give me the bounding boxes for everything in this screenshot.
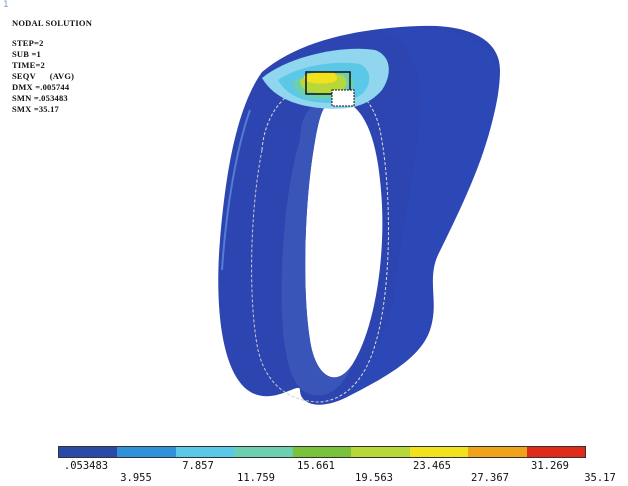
contour-legend-bar xyxy=(58,446,586,458)
corner-marker: 1 xyxy=(3,0,9,10)
legend-label-upper-1: .053483 xyxy=(63,460,109,472)
model-inner-wall xyxy=(281,99,352,396)
legend-swatch-4 xyxy=(234,447,293,457)
model-inner-edge-left xyxy=(251,149,321,403)
stress-zone-peak xyxy=(304,72,337,84)
legend-label-upper-2: 7.857 xyxy=(182,460,214,472)
stress-zone-cutout xyxy=(305,71,351,95)
info-step: STEP=2 xyxy=(12,38,44,48)
legend-label-upper-5: 31.269 xyxy=(531,460,569,472)
model-left-highlight xyxy=(221,109,251,271)
legend-label-lower-2: 11.759 xyxy=(237,472,275,484)
legend-swatch-8 xyxy=(468,447,527,457)
info-dmx: DMX =.005744 xyxy=(12,82,70,92)
legend-label-lower-5: 35.17 xyxy=(584,472,616,484)
legend-swatch-3 xyxy=(175,447,235,457)
legend-label-upper-3: 15.661 xyxy=(297,460,335,472)
legend-label-lower-3: 19.563 xyxy=(355,472,393,484)
legend-label-lower-4: 27.367 xyxy=(471,472,509,484)
stress-contour-model[interactable] xyxy=(0,0,628,440)
legend-swatch-7 xyxy=(409,447,469,457)
legend-label-upper-4: 23.465 xyxy=(413,460,451,472)
legend-swatch-6 xyxy=(351,447,410,457)
legend-swatch-2 xyxy=(117,447,176,457)
info-result-type: SEQV (AVG) xyxy=(12,71,75,81)
model-inner-opening xyxy=(305,100,383,378)
legend-swatch-9 xyxy=(526,447,585,457)
info-substep: SUB =1 xyxy=(12,49,41,59)
solution-title: NODAL SOLUTION xyxy=(12,18,93,28)
model-side-face xyxy=(345,28,499,399)
legend-label-lower-1: 3.955 xyxy=(120,472,152,484)
legend-swatch-1 xyxy=(59,447,118,457)
stress-zone-notch xyxy=(331,89,355,107)
info-smx: SMX =35.17 xyxy=(12,104,59,114)
info-time: TIME=2 xyxy=(12,60,45,70)
legend-swatch-5 xyxy=(292,447,352,457)
info-smn: SMN =.053483 xyxy=(12,93,68,103)
solution-info-panel: NODAL SOLUTION STEP=2 SUB =1 TIME=2 SEQV… xyxy=(12,18,92,115)
